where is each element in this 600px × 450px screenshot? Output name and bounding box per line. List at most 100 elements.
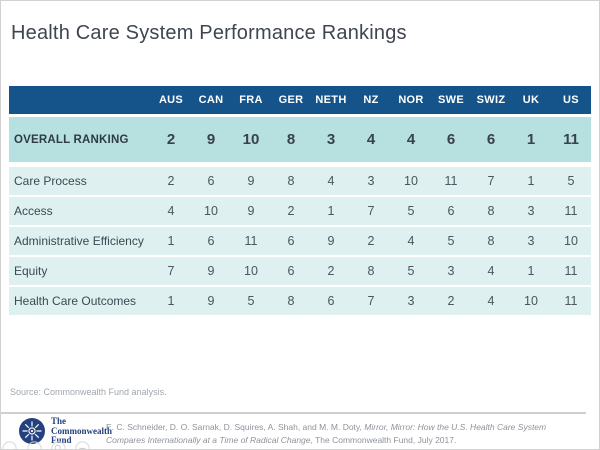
rank-cell: 4 — [167, 204, 175, 218]
citation: E. C. Schneider, D. O. Sarnak, D. Squire… — [106, 421, 584, 447]
rank-cell: 9 — [207, 264, 215, 278]
rank-cell: 2 — [327, 264, 335, 278]
rank-cell: 11 — [563, 131, 579, 148]
rank-cell: 8 — [487, 234, 495, 248]
rank-cell: 6 — [486, 131, 496, 148]
rank-cell: 2 — [367, 234, 375, 248]
column-header-swe: SWE — [438, 94, 464, 106]
ghost-circle-icon — [27, 441, 42, 449]
table-row: Health Care Outcomes 1 9 5 8 6 7 3 2 4 10 11 — [9, 287, 591, 315]
rank-cell: 8 — [286, 131, 296, 148]
rank-cell: 8 — [367, 264, 375, 278]
rank-cell: 1 — [526, 131, 536, 148]
rank-cell: 3 — [527, 204, 535, 218]
rank-cell: 6 — [207, 174, 215, 188]
citation-title: Mirror, Mirror: How the U.S. Health Care… — [106, 422, 547, 445]
rank-cell: 8 — [487, 204, 495, 218]
table-row: Access 4 10 9 2 1 7 5 6 8 3 11 — [9, 197, 591, 225]
rank-cell: 10 — [564, 234, 578, 248]
rank-cell: 9 — [206, 131, 216, 148]
rank-cell: 3 — [326, 131, 336, 148]
rank-cell: 9 — [327, 234, 335, 248]
rank-cell: 6 — [446, 131, 456, 148]
rank-cell: 3 — [407, 294, 415, 308]
column-header-uk: UK — [522, 94, 540, 106]
table-row: OVERALL RANKING 2 9 10 8 3 4 4 6 6 1 11 — [9, 117, 591, 162]
rank-cell: 10 — [204, 204, 218, 218]
row-label: OVERALL RANKING — [14, 133, 129, 146]
column-header-fra: FRA — [239, 94, 263, 106]
rank-cell: 5 — [247, 294, 255, 308]
citation-authors: E. C. Schneider, D. O. Sarnak, D. Squire… — [106, 422, 365, 432]
column-header-nz: NZ — [363, 94, 379, 106]
rank-cell: 10 — [404, 174, 418, 188]
row-label: Care Process — [14, 174, 87, 188]
table-header-row: AUS CAN FRA GER NETH NZ NOR SWE SWIZ UK US — [9, 86, 591, 114]
column-header-aus: AUS — [158, 94, 184, 106]
table-row: Equity 7 9 10 6 2 8 5 3 4 1 11 — [9, 257, 591, 285]
rank-cell: 7 — [367, 204, 375, 218]
row-label: Equity — [14, 264, 48, 278]
footer-divider — [1, 412, 586, 414]
column-header-swiz: SWIZ — [476, 94, 506, 106]
rank-cell: 5 — [407, 204, 415, 218]
rank-cell: 4 — [406, 131, 416, 148]
rank-cell: 6 — [287, 264, 295, 278]
rank-cell: 4 — [487, 294, 495, 308]
rank-cell: 7 — [367, 294, 375, 308]
row-label: Health Care Outcomes — [14, 294, 137, 308]
rank-cell: 6 — [207, 234, 215, 248]
rank-cell: 3 — [367, 174, 375, 188]
row-label: Access — [14, 204, 53, 218]
rank-cell: 3 — [527, 234, 535, 248]
rank-cell: 8 — [287, 294, 295, 308]
zoom-search-icon[interactable] — [51, 441, 66, 449]
rankings-table: AUS CAN FRA GER NETH NZ NOR SWE SWIZ UK US OVERALL… — [9, 86, 591, 317]
column-header-nor: NOR — [398, 94, 424, 106]
rank-cell: 2 — [167, 174, 175, 188]
rank-cell: 1 — [327, 204, 335, 218]
rank-cell: 10 — [242, 131, 260, 148]
rank-cell: 1 — [527, 174, 535, 188]
rank-cell: 5 — [567, 174, 575, 188]
rank-cell: 7 — [167, 264, 175, 278]
logo-line: The — [51, 416, 67, 426]
rank-cell: 5 — [447, 234, 455, 248]
rank-cell: 10 — [244, 264, 258, 278]
rank-cell: 2 — [447, 294, 455, 308]
rank-cell: 11 — [244, 234, 258, 248]
rank-cell: 8 — [287, 174, 295, 188]
rank-cell: 3 — [447, 264, 455, 278]
rank-cell: 6 — [327, 294, 335, 308]
rank-cell: 9 — [247, 174, 255, 188]
rank-cell: 1 — [167, 294, 175, 308]
rank-cell: 4 — [327, 174, 335, 188]
rank-cell: 10 — [524, 294, 538, 308]
rank-cell: 7 — [487, 174, 495, 188]
rank-cell: 4 — [407, 234, 415, 248]
column-header-can: CAN — [198, 94, 224, 106]
rank-cell: 6 — [447, 204, 455, 218]
rank-cell: 9 — [247, 204, 255, 218]
ghost-circle-icon — [2, 441, 17, 449]
commonwealth-fund-logo-icon — [19, 418, 45, 444]
table-row: Care Process 2 6 9 8 4 3 10 11 7 1 5 — [9, 167, 591, 195]
column-header-neth: NETH — [315, 94, 347, 106]
rank-cell: 5 — [407, 264, 415, 278]
rank-cell: 6 — [287, 234, 295, 248]
page-title: Health Care System Performance Rankings — [11, 22, 407, 44]
table-row: Administrative Efficiency 1 6 11 6 9 2 4 5 8 3 10 — [9, 227, 591, 255]
zoom-out-minus-icon[interactable] — [75, 441, 90, 449]
rank-cell: 1 — [527, 264, 535, 278]
table-body: OVERALL RANKING 2 9 10 8 3 4 4 6 6 1 11 Care Process… — [9, 117, 591, 315]
rank-cell: 2 — [287, 204, 295, 218]
rank-cell: 9 — [207, 294, 215, 308]
row-label: Administrative Efficiency — [14, 234, 144, 248]
source-note: Source: Commonwealth Fund analysis. — [10, 387, 167, 397]
rank-cell: 11 — [564, 264, 578, 278]
rank-cell: 4 — [487, 264, 495, 278]
logo-line: Commonwealth — [51, 425, 112, 436]
rank-cell: 4 — [366, 131, 376, 148]
column-header-us: US — [563, 94, 579, 106]
